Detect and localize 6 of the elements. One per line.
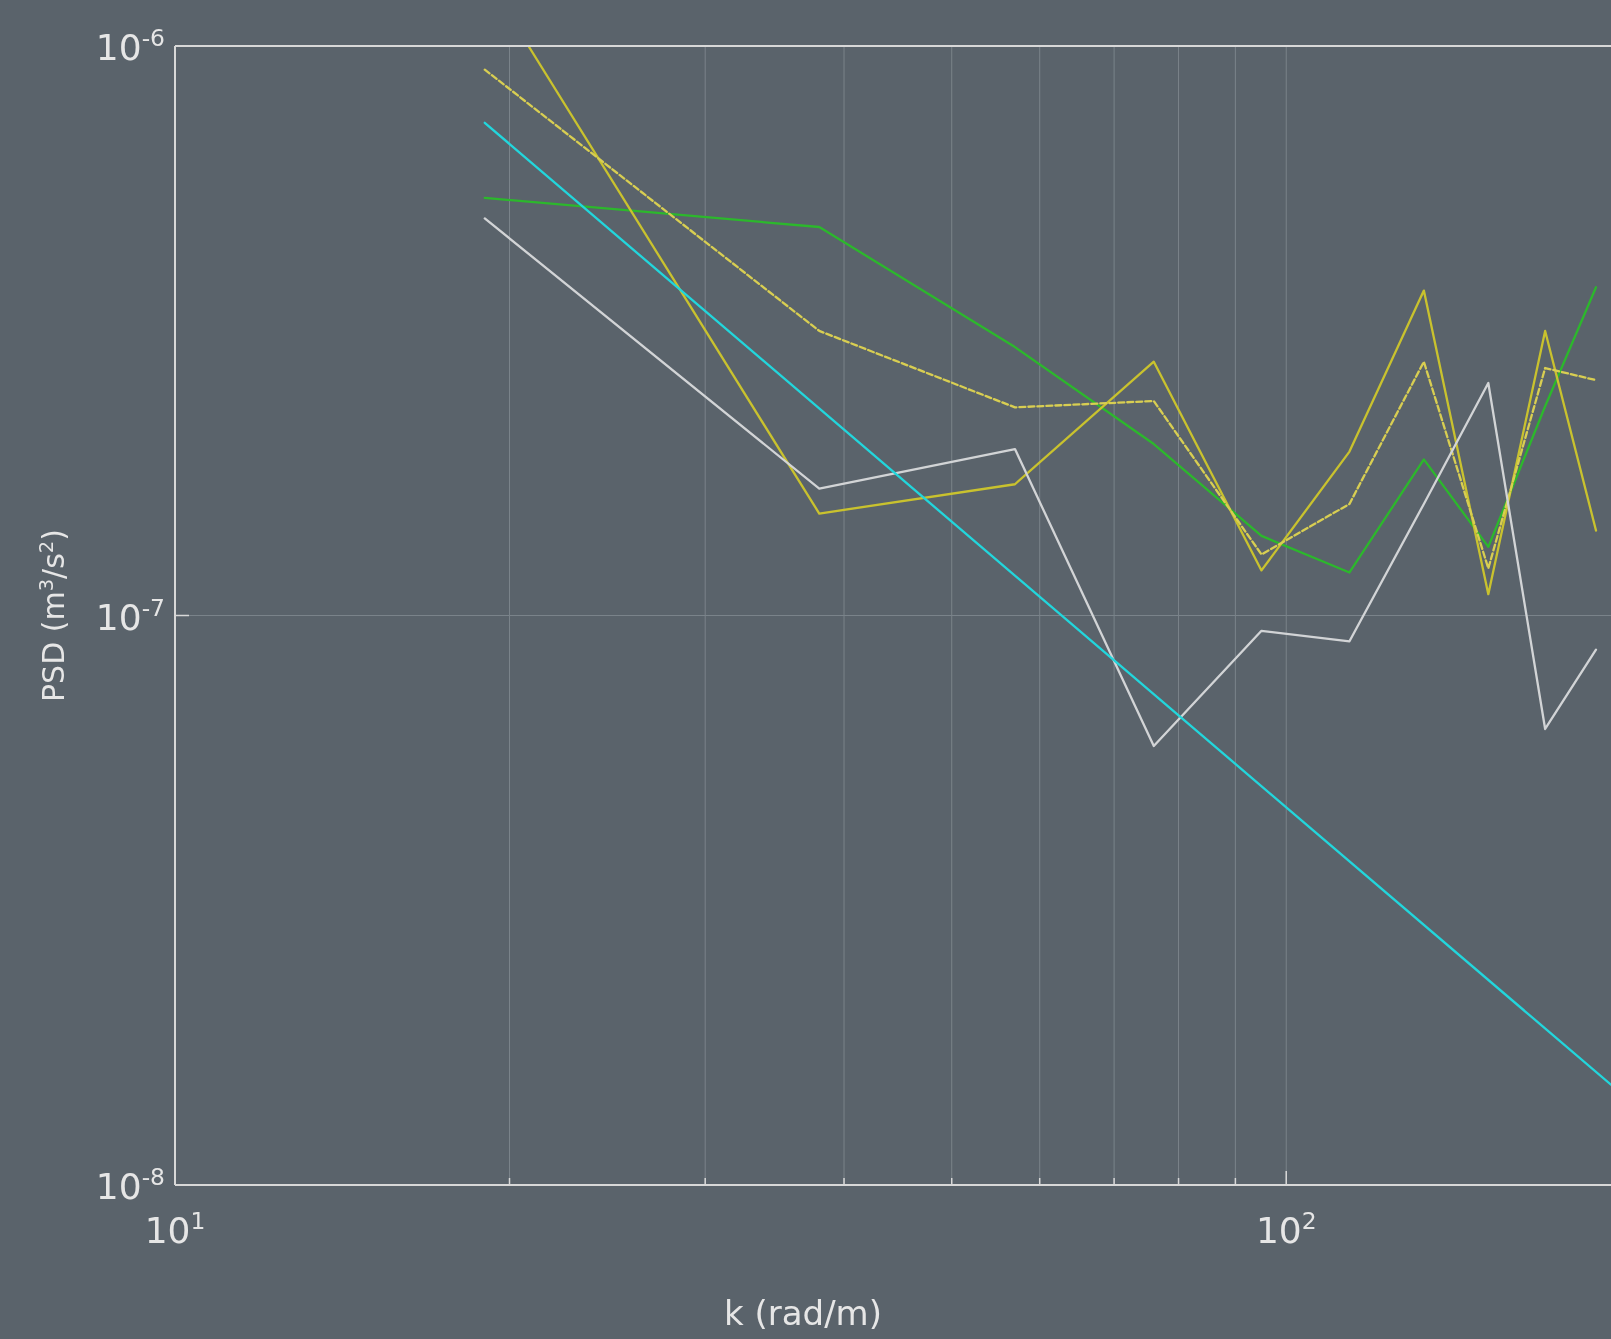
y-tick-label: 10$^{-8}$: [95, 1163, 165, 1207]
x-tick-label: 10$^{1}$: [144, 1207, 206, 1251]
y-tick-label: 10$^{-7}$: [95, 593, 165, 638]
y-tick-label: 10$^{-6}$: [95, 24, 165, 68]
x-axis-title: k (rad/m): [724, 1293, 882, 1333]
x-tick-label: 10$^{2}$: [1255, 1207, 1317, 1251]
